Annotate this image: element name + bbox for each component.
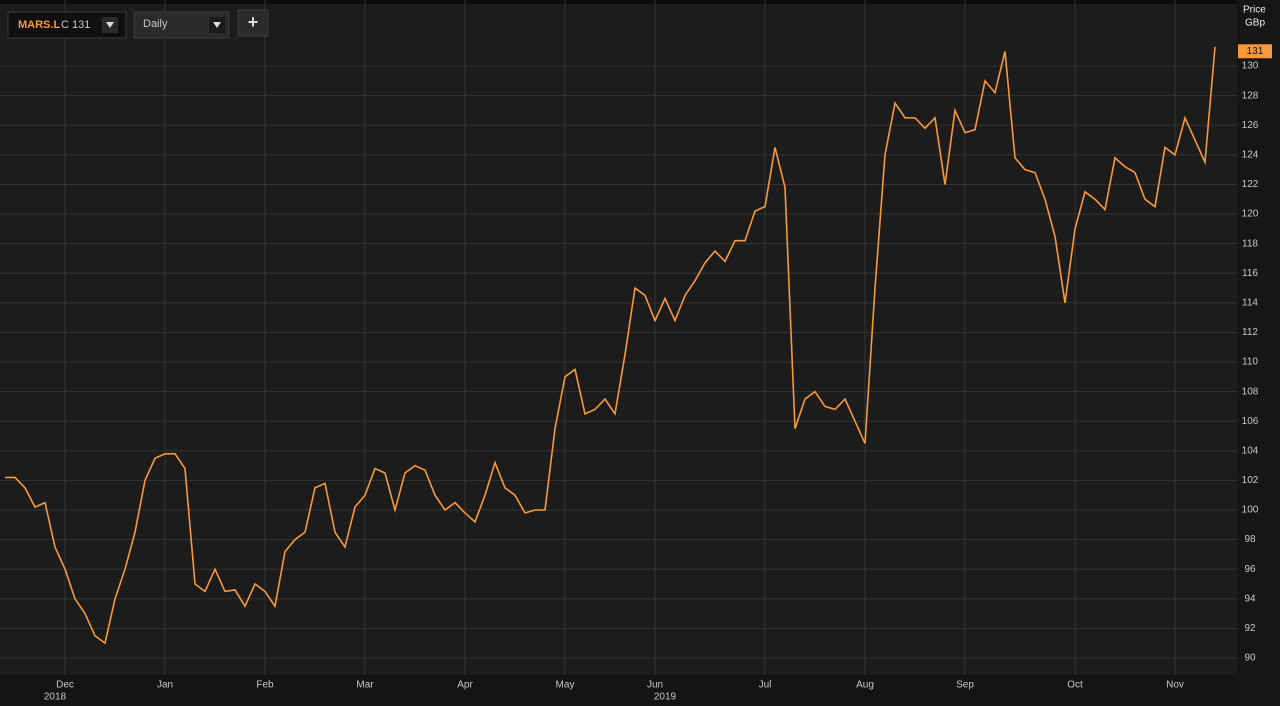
y-tick-label: 118 <box>1242 238 1258 249</box>
y-tick-label: 104 <box>1242 445 1259 456</box>
interval: Daily <box>143 18 168 30</box>
top-bar <box>0 0 1280 4</box>
grid <box>0 0 1237 675</box>
y-tick-label: 114 <box>1242 297 1258 308</box>
arrow-icon <box>213 22 221 28</box>
arrow-icon <box>106 22 114 28</box>
x-tick-label: Mar <box>356 680 374 691</box>
plot <box>5 46 1216 645</box>
y-tick-label: 128 <box>1242 90 1259 101</box>
y-tick-label: 102 <box>1242 475 1259 486</box>
y-tick-label: 130 <box>1242 61 1259 72</box>
x-tick-label: Aug <box>856 680 874 691</box>
add-box[interactable] <box>237 9 269 37</box>
y-tick-label: 98 <box>1244 534 1256 545</box>
y-axis-band <box>1237 0 1280 706</box>
add-button[interactable]: + <box>248 12 259 32</box>
y-tick-label: 110 <box>1242 357 1258 368</box>
x-tick-label: Nov <box>1166 680 1184 691</box>
y-tick-label: 92 <box>1244 623 1256 634</box>
ticker: MARS.L <box>18 19 60 31</box>
axis-title: Price <box>1243 5 1266 16</box>
y-tick-label: 90 <box>1244 653 1256 664</box>
y-tick-label: 122 <box>1242 179 1259 190</box>
price-line <box>5 46 1216 645</box>
close-label: C 131 <box>61 19 90 31</box>
y-tick-label: 94 <box>1244 593 1256 604</box>
x-tick-label: Jan <box>157 680 173 691</box>
y-tick-label: 108 <box>1242 386 1259 397</box>
axis: 90 92 94 96 98 100 102 104 106 108 110 112 114 116 118… <box>44 44 1272 703</box>
y-tick-label: 120 <box>1242 209 1259 220</box>
x-tick-label: Feb <box>256 680 274 691</box>
year-label: 2018 <box>44 692 67 703</box>
x-tick-label: Apr <box>457 680 473 691</box>
x-tick-label: Jul <box>759 680 772 691</box>
y-tick-label: 126 <box>1242 120 1259 131</box>
x-tick-label: May <box>556 680 575 691</box>
y-tick-label: 116 <box>1242 268 1258 279</box>
last-value-badge-bg <box>1238 44 1272 59</box>
y-tick-label: 112 <box>1242 327 1258 338</box>
y-tick-label: 100 <box>1242 505 1259 516</box>
last-value-badge: 131 <box>1247 46 1264 57</box>
year-label: 2019 <box>654 692 677 703</box>
x-axis-band <box>0 675 1237 706</box>
x-tick-label: Jun <box>647 680 663 691</box>
y-tick-label: 106 <box>1242 416 1259 427</box>
x-tick-label: Dec <box>56 680 74 691</box>
axis-unit: GBp <box>1245 18 1265 29</box>
x-tick-label: Sep <box>956 680 974 691</box>
y-tick-label: 124 <box>1242 150 1259 161</box>
y-tick-label: 96 <box>1244 564 1256 575</box>
x-tick-label: Oct <box>1067 680 1083 691</box>
